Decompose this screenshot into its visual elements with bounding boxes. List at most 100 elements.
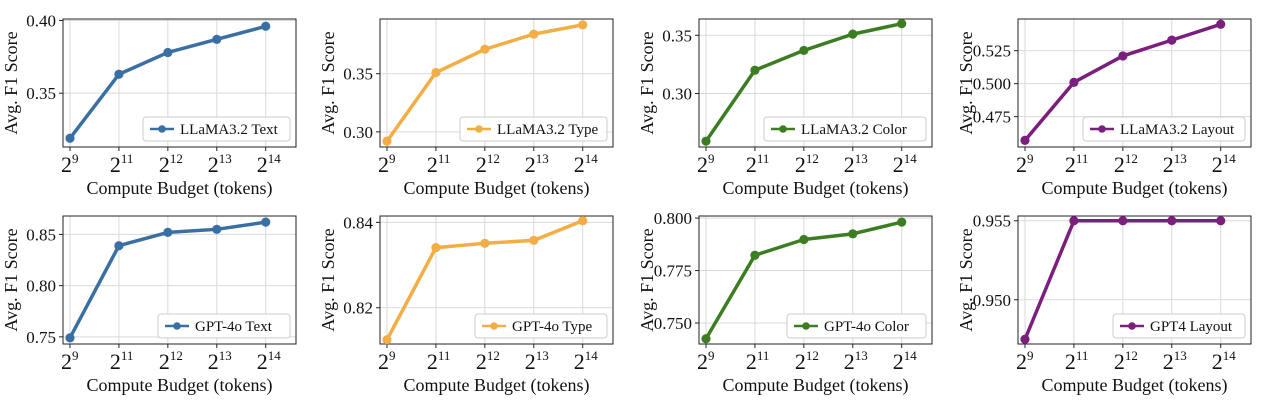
plot-frame [62,215,297,345]
legend-label: LLaMA3.2 Layout [1120,122,1235,138]
x-tick-exponent: 11 [757,348,770,363]
x-tick-exponent: 9 [1027,348,1034,363]
y-tick-label: 0.30 [343,123,373,142]
x-tick-exponent: 12 [170,151,183,166]
data-point [1216,19,1226,29]
x-tick-exponent: 12 [1125,151,1138,166]
x-tick-base: 2 [697,152,708,177]
legend-box [786,313,927,339]
x-tick-exponent: 14 [585,151,599,166]
legend-marker [1098,125,1106,133]
x-tick-exponent: 13 [219,151,232,166]
x-tick-base: 2 [110,349,121,374]
x-tick-exponent: 13 [536,348,549,363]
data-point [1118,216,1128,226]
x-tick-label: 212 [159,348,183,374]
x-tick-base: 2 [1212,349,1223,374]
data-point [750,65,760,75]
y-tick-label: 0.30 [662,84,692,103]
x-axis-label: Compute Budget (tokens) [1042,375,1228,396]
legend-label: LLaMA3.2 Type [497,122,598,138]
x-tick-label: 214 [257,348,282,374]
x-tick-base: 2 [1212,152,1223,177]
x-tick-exponent: 13 [1174,348,1187,363]
y-tick-label: 0.955 [973,212,1011,231]
x-tick-exponent: 9 [389,348,396,363]
y-tick-label: 0.800 [654,209,692,228]
x-tick-exponent: 12 [806,151,819,166]
data-point [382,136,392,146]
x-tick-base: 2 [1163,349,1174,374]
x-tick-label: 211 [746,348,770,374]
x-axis-label: Compute Budget (tokens) [404,178,590,199]
x-tick-base: 2 [159,152,170,177]
x-tick-base: 2 [159,349,170,374]
x-tick-base: 2 [1114,349,1125,374]
y-tick-label: 0.85 [26,225,56,244]
legend-box [763,116,927,142]
x-tick-label: 29 [61,151,79,177]
y-axis-label: Avg. F1 Score [318,31,338,134]
x-tick-exponent: 9 [708,348,715,363]
x-tick-exponent: 12 [1125,348,1138,363]
x-tick-exponent: 11 [1076,348,1089,363]
x-tick-label: 29 [1016,348,1034,374]
x-tick-base: 2 [1016,152,1027,177]
x-tick-base: 2 [61,349,72,374]
x-tick-exponent: 9 [389,151,396,166]
x-tick-base: 2 [1065,349,1076,374]
x-tick-base: 2 [208,152,219,177]
x-tick-exponent: 12 [170,348,183,363]
data-point [1167,216,1177,226]
y-axis-label: Avg. F1 Score [956,31,976,134]
legend-marker [779,125,787,133]
x-tick-label: 211 [110,348,134,374]
data-point [897,19,907,29]
legend-marker [490,322,498,330]
data-point [480,44,490,54]
y-tick-label: 0.80 [26,277,56,296]
x-tick-label: 214 [574,348,599,374]
x-tick-label: 211 [1065,348,1089,374]
y-tick-label: 0.35 [26,84,56,103]
x-tick-label: 211 [427,348,451,374]
plot-frame [1017,215,1252,345]
data-point [750,250,760,260]
data-point [212,34,222,44]
x-tick-base: 2 [795,152,806,177]
x-tick-base: 2 [893,152,904,177]
data-point [480,238,490,248]
plot-frame [62,18,297,148]
x-tick-exponent: 13 [536,151,549,166]
x-tick-base: 2 [378,349,389,374]
data-point [1069,216,1079,226]
x-tick-base: 2 [476,349,487,374]
legend-marker [1128,322,1136,330]
data-point [578,20,588,30]
x-tick-label: 29 [378,348,396,374]
x-tick-label: 214 [893,348,918,374]
plot-frame [379,18,614,148]
legend-label: GPT-4o Color [824,319,909,335]
plot-frame [1017,18,1252,148]
data-point [1020,135,1030,146]
legend-box [459,116,608,142]
y-tick-label: 0.950 [973,291,1011,310]
x-tick-base: 2 [574,152,585,177]
data-point [431,67,441,78]
x-tick-base: 2 [427,349,438,374]
x-tick-exponent: 12 [487,151,500,166]
x-tick-base: 2 [1163,152,1174,177]
data-point [529,235,539,245]
x-tick-base: 2 [697,349,708,374]
x-tick-exponent: 14 [1223,348,1237,363]
x-tick-exponent: 14 [904,348,918,363]
data-point [114,69,124,79]
x-tick-label: 214 [1212,348,1237,374]
legend-box [1082,116,1246,142]
x-tick-exponent: 11 [757,151,770,166]
